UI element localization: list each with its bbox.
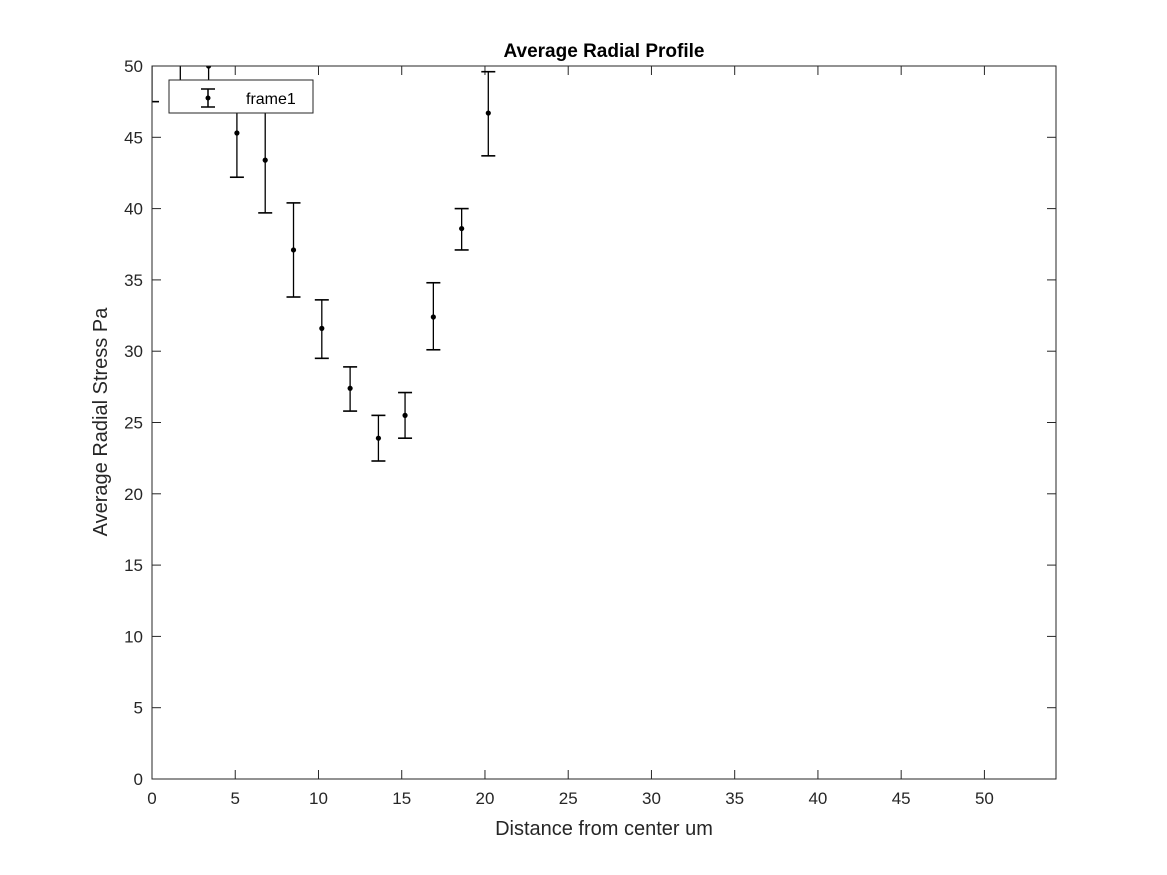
y-tick-label: 20 xyxy=(124,485,143,504)
y-tick-label: 35 xyxy=(124,271,143,290)
plot-frame xyxy=(151,65,1057,780)
x-tick-label: 25 xyxy=(559,789,578,808)
y-tick-label: 25 xyxy=(124,414,143,433)
data-point xyxy=(459,225,465,232)
tick-labels: 0 5 10 15 20 25 30 35 40 45 50 0 5 10 15 20 25 30 35 40 45 50 xyxy=(124,57,994,808)
y-tick-label: 15 xyxy=(124,556,143,575)
legend-box xyxy=(168,79,314,114)
x-tick-label: 10 xyxy=(309,789,328,808)
y-tick-label: 10 xyxy=(124,627,143,646)
x-tick-label: 30 xyxy=(642,789,661,808)
y-tick-label: 45 xyxy=(124,128,143,147)
y-tick-label: 0 xyxy=(134,770,143,789)
data-point xyxy=(375,435,382,441)
data-point xyxy=(262,157,268,163)
data-point xyxy=(319,325,325,331)
x-tick-label: 20 xyxy=(476,789,495,808)
chart-title: Average Radial Profile xyxy=(504,41,705,62)
y-tick-label: 5 xyxy=(134,699,143,718)
y-axis-title: Average Radial Stress Pa xyxy=(90,307,112,537)
x-tick-label: 35 xyxy=(725,789,744,808)
legend-label: frame1 xyxy=(246,91,296,108)
data-point xyxy=(234,130,240,136)
data-point xyxy=(206,66,212,69)
y-tick-label: 50 xyxy=(124,57,143,76)
data-point xyxy=(430,314,436,320)
legend: frame1 xyxy=(168,79,314,114)
plot-background xyxy=(152,66,1056,779)
x-tick-label: 0 xyxy=(147,789,156,808)
data-point xyxy=(402,412,408,418)
data-point xyxy=(290,247,297,253)
legend-marker xyxy=(201,88,215,108)
data-point xyxy=(178,49,183,54)
x-tick-label: 45 xyxy=(892,789,911,808)
y-tick-label: 40 xyxy=(124,200,143,219)
x-tick-label: 50 xyxy=(975,789,994,808)
y-tick-label: 30 xyxy=(124,342,143,361)
x-axis-title: Distance from center um xyxy=(495,818,713,840)
data-point xyxy=(149,56,154,61)
data-point xyxy=(347,385,353,391)
x-tick-label: 15 xyxy=(392,789,411,808)
x-tick-label: 5 xyxy=(231,789,240,808)
x-tick-label: 40 xyxy=(808,789,827,808)
data-point xyxy=(485,110,491,116)
